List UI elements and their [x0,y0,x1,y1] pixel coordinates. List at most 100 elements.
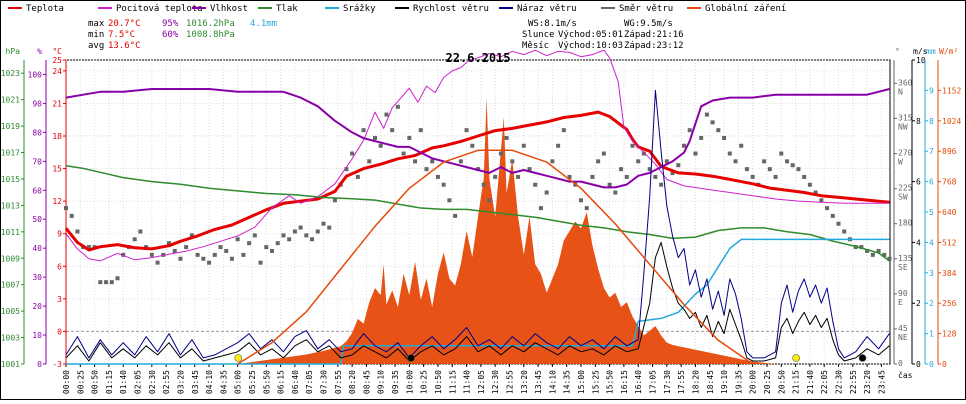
direction-point [813,190,818,195]
pressure-axis-tick-label: 1007 [1,281,20,290]
pressure-axis-tick-label: 1001 [1,360,20,369]
direction-point [750,174,755,179]
x-tick-label: 17:55 [677,370,686,394]
direction-point [464,128,469,133]
direction-point [802,174,807,179]
wind-axis-tick-label: 8 [916,117,921,126]
direction-point [670,171,675,176]
x-tick-label: 20:00 [749,370,758,394]
direction-point [275,241,280,246]
direction-point [785,159,789,164]
direction-point [207,260,212,265]
stat-wind-speed: WS:8.1m/s [528,19,577,29]
direction-point [704,112,709,117]
stat-max-pres: 1016.2hPa [186,19,235,29]
direction-point [270,248,274,253]
temp-axis-tick-label: 15 [52,165,62,174]
direction-point [424,167,429,172]
radiation-axis-tick-label: 512 [942,238,957,247]
pressure-axis-tick-label: 1021 [1,96,20,105]
direction-point [739,143,744,148]
direction-point [470,143,475,148]
series-teplota [64,110,890,252]
humidity-axis-tick-label: 90 [32,99,42,108]
x-tick-label: 01:40 [119,370,128,394]
direction-point [733,159,738,164]
rain-axis-tick-label: 7 [929,147,934,156]
x-tick-label: 00:50 [91,370,100,394]
series-vlhkost [65,88,890,189]
x-tick-label: 23:20 [863,370,872,394]
radiation-axis-tick-label: 0 [942,360,947,369]
rain-axis-tick-label: 0 [929,360,934,369]
legend-label: Teplota [26,4,64,14]
direction-point [762,159,767,164]
direction-axis-tick-label: 180 [898,219,913,228]
x-tick-label: 18:20 [691,370,700,394]
x-tick-label: 02:55 [162,370,171,394]
legend-label: Směr větru [619,4,673,14]
direction-point [69,213,74,218]
direction-point [167,241,171,246]
direction-point [247,241,252,246]
x-tick-label: 03:45 [191,370,200,394]
plot-area [64,49,892,365]
direction-point [252,233,257,238]
stat-sun-rise: Východ:05:01 [558,30,623,40]
direction-point [458,159,463,164]
direction-point [504,135,509,140]
stat-min-pres: 1008.8hPa [186,30,235,40]
direction-point [189,233,194,238]
rain-axis-tick-label: 5 [929,208,934,217]
temp-axis-tick-label: 18 [52,132,62,141]
direction-axis-tick-label: SE [898,263,908,272]
direction-point [344,167,349,172]
x-tick-label: 11:40 [463,370,472,394]
temp-axis-tick-label: 24 [52,67,62,76]
x-tick-label: 15:50 [606,370,615,394]
legend-label: Vlhkost [210,4,248,14]
rain-axis-tick-label: 9 [929,86,934,95]
direction-point [224,248,229,253]
series-p-zemn-teplota [65,49,890,262]
x-tick-label: 07:30 [320,370,329,394]
x-tick-label: 09:35 [391,370,400,394]
direction-point [601,151,606,156]
direction-point [64,206,68,211]
humidity-axis-tick-label: 100 [28,70,43,79]
direction-point [86,245,91,250]
direction-point [172,248,177,253]
direction-point [859,245,864,250]
direction-point [716,128,721,133]
radiation-axis-tick-label: 1152 [942,86,961,95]
wind-axis-unit: m/s [913,47,928,56]
x-tick-label: 05:00 [234,370,243,394]
x-tick-label: 02:30 [148,370,157,394]
humidity-axis-tick-label: 70 [32,157,42,166]
direction-point [378,143,383,148]
direction-point [887,256,892,261]
direction-point [315,229,320,234]
stat-moon-set: Západ:23:12 [624,41,684,51]
humidity-axis-tick-label: 0 [37,360,42,369]
direction-point [367,159,372,164]
direction-point [561,128,566,133]
temp-axis-tick-label: 12 [52,197,62,206]
direction-axis-tick-label: 225 [898,184,913,193]
pressure-axis-tick-label: 1015 [1,175,20,184]
direction-point [212,252,217,257]
x-tick-label: 05:50 [262,370,271,394]
x-tick-label: 13:20 [520,370,529,394]
direction-point [435,174,440,179]
x-tick-label: 16:15 [620,370,629,394]
x-tick-label: 19:10 [720,370,729,394]
direction-point [682,143,686,148]
direction-point [321,221,326,226]
humidity-axis-tick-label: 50 [32,215,42,224]
direction-point [653,174,658,179]
series-rychlost-v-tru [65,241,890,362]
x-tick-label: 20:25 [763,370,772,394]
temp-axis-tick-label: 3 [57,295,62,304]
direction-point [332,198,337,203]
direction-axis-tick-label: N [898,87,903,96]
